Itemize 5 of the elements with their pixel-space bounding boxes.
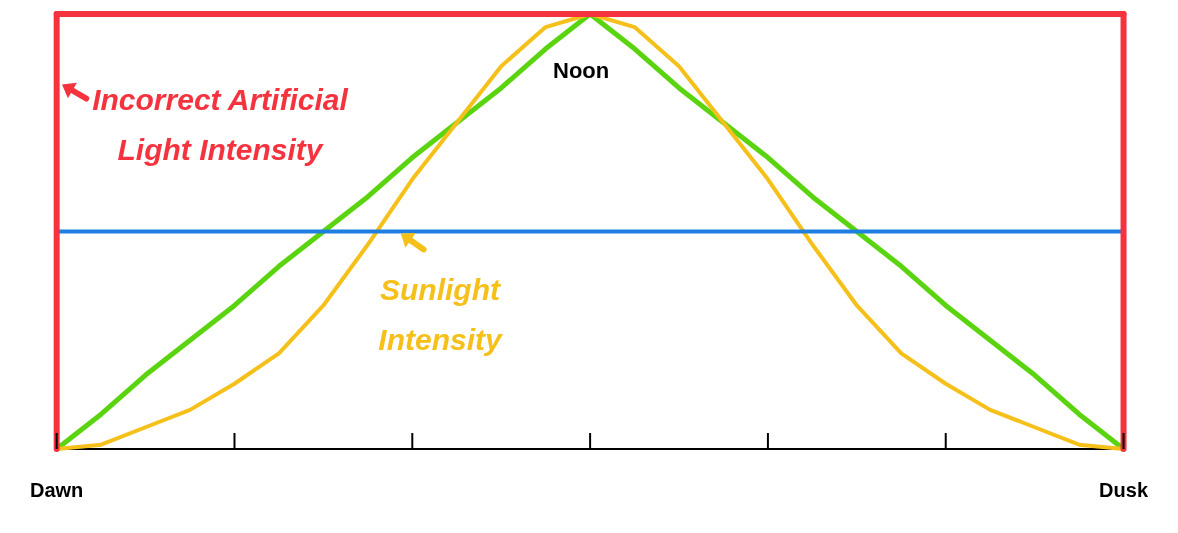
annotation: Noon <box>553 58 610 84</box>
x-tick-label: Dusk <box>1099 478 1149 501</box>
series-label: Sunlight Intensity <box>377 272 504 358</box>
x-tick-label: Dawn <box>30 478 84 501</box>
legend-label: Incorrect Artificial Light Intensity <box>91 82 350 168</box>
